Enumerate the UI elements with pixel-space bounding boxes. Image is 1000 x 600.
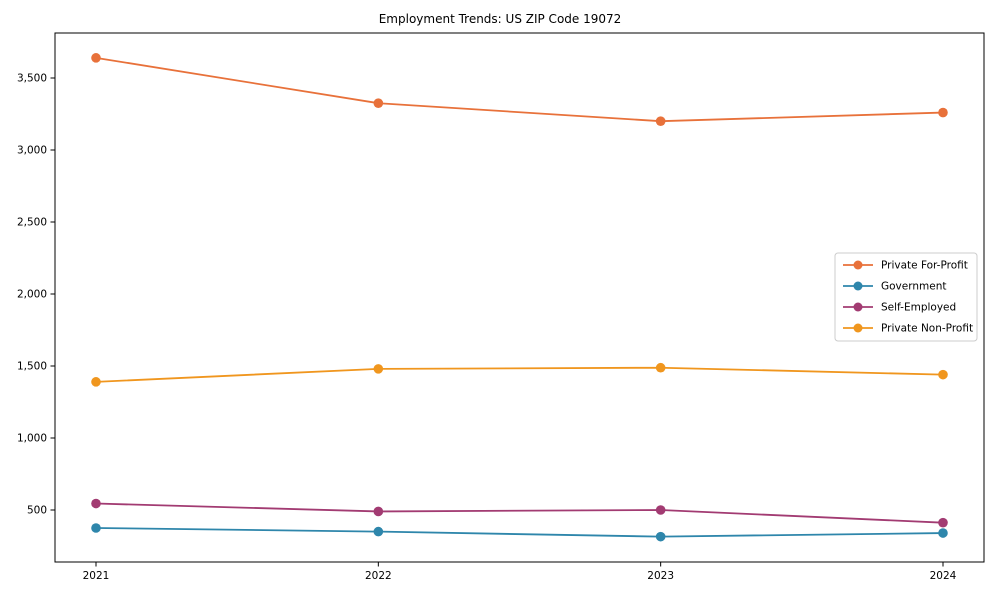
y-axis-tick-label: 500 [27,505,47,517]
data-point-private-non-profit [91,377,101,387]
data-point-private-non-profit [938,369,948,380]
legend-label-government: Government [881,281,946,293]
data-point-private-for-profit [91,53,101,63]
data-point-self-employed [655,505,666,515]
legend-box [834,252,978,342]
series-line-self-employed [95,502,944,524]
series-line-private-for-profit [95,56,944,123]
data-point-private-for-profit [373,98,384,108]
y-axis-tick-label: 1,000 [17,433,47,445]
data-point-private-non-profit [655,362,666,373]
legend-marker-private-non-profit [853,323,863,333]
x-axis-tick-label: 2022 [365,570,392,582]
data-point-government [373,526,384,537]
y-axis-tick-label: 3,000 [17,145,47,157]
legend-label-private-non-profit: Private Non-Profit [881,323,973,335]
data-point-government [655,531,666,542]
data-point-self-employed [373,506,384,517]
y-axis-tick-label: 3,500 [17,73,47,85]
y-axis-tick-label: 2,000 [17,289,47,301]
x-axis-tick-label: 2021 [83,570,110,582]
data-point-private-non-profit [373,364,384,374]
x-axis-tick-label: 2023 [647,570,674,582]
legend-marker-government [853,281,863,291]
legend: Private For-Profit Government Self-Employe… [834,252,978,342]
data-point-government [938,528,948,538]
legend-marker-private-for-profit [853,260,863,270]
legend-label-self-employed: Self-Employed [881,302,956,314]
series-line-government [95,527,944,538]
legend-marker-self-employed [853,302,863,312]
plot-area-border [54,32,985,563]
chart-title: Employment Trends: US ZIP Code 19072 [378,12,622,26]
y-axis-tick-label: 1,500 [17,361,47,373]
x-axis-tick-label: 2024 [930,570,957,582]
y-axis-tick-label: 2,500 [17,217,47,229]
data-point-government [91,523,101,533]
data-point-private-for-profit [938,107,948,118]
series-line-private-non-profit [95,366,944,383]
data-point-self-employed [938,517,948,528]
data-point-private-for-profit [655,116,666,126]
legend-label-private-for-profit: Private For-Profit [881,260,968,272]
data-point-self-employed [91,498,101,509]
